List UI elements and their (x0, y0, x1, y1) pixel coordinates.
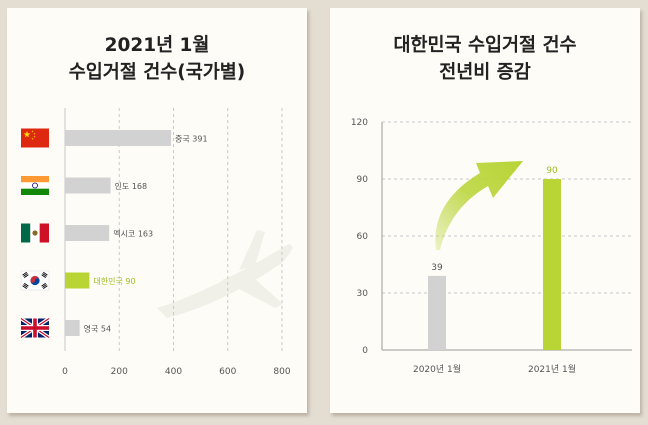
mexico-flag-icon (21, 223, 49, 243)
left-chart-title: 2021년 1월 수입거절 건수(국가별) (7, 32, 307, 86)
left-chart-title-line-2: 수입거절 건수(국가별) (68, 62, 246, 83)
bar (65, 272, 90, 289)
increase-arrow-icon (435, 161, 523, 250)
x-tick-label: 2021년 1월 (528, 363, 576, 375)
left-chart-title-line-1: 2021년 1월 (104, 35, 210, 56)
country-bar-chart: 중국 391 인도 168 멕시코 163 대한민국 90 영국 54 0 200 400 6… (19, 108, 293, 377)
data-label: 멕시코 163 (113, 229, 153, 239)
india-flag-icon (21, 176, 49, 195)
right-chart-title-line-1: 대한민국 수입거절 건수 (393, 35, 577, 56)
x-tick-label: 800 (273, 367, 290, 377)
data-label: 인도 168 (115, 181, 148, 191)
data-label: 중국 391 (175, 135, 208, 144)
bar (65, 130, 172, 146)
data-label: 대한민국 90 (93, 276, 135, 286)
right-chart-panel: 대한민국 수입거절 건수 전년비 증감 39 2020년 1월 90 2021년 1월… (330, 8, 640, 413)
china-flag-icon (21, 128, 49, 148)
bar (428, 275, 446, 350)
airplane-icon (157, 230, 293, 318)
x-tick-label: 400 (165, 367, 182, 377)
left-chart-panel: 2021년 1월 수입거절 건수(국가별) 중국 391 인도 168 멕시코 16… (7, 8, 307, 413)
korea-flag-icon (20, 270, 50, 291)
bar (65, 225, 110, 241)
right-chart-title-line-2: 전년비 증감 (439, 62, 531, 83)
uk-flag-icon (19, 317, 51, 339)
y-tick-label: 90 (357, 175, 369, 185)
x-tick-label: 2020년 1월 (413, 363, 461, 375)
right-chart-title: 대한민국 수입거절 건수 전년비 증감 (330, 32, 640, 86)
bar (65, 320, 80, 336)
x-tick-label: 600 (219, 367, 236, 377)
y-tick-label: 60 (357, 232, 369, 242)
data-label: 39 (431, 263, 443, 273)
y-tick-label: 0 (362, 346, 368, 356)
yoy-bar-chart: 39 2020년 1월 90 2021년 1월 0 30 60 90 120 (351, 118, 632, 375)
y-tick-label: 120 (351, 118, 368, 128)
y-tick-label: 30 (357, 289, 369, 299)
data-label: 영국 54 (84, 324, 111, 334)
bar (65, 177, 111, 194)
x-tick-label: 0 (62, 367, 68, 377)
x-tick-label: 200 (111, 367, 128, 377)
data-label: 90 (546, 166, 558, 176)
bar (543, 179, 561, 350)
